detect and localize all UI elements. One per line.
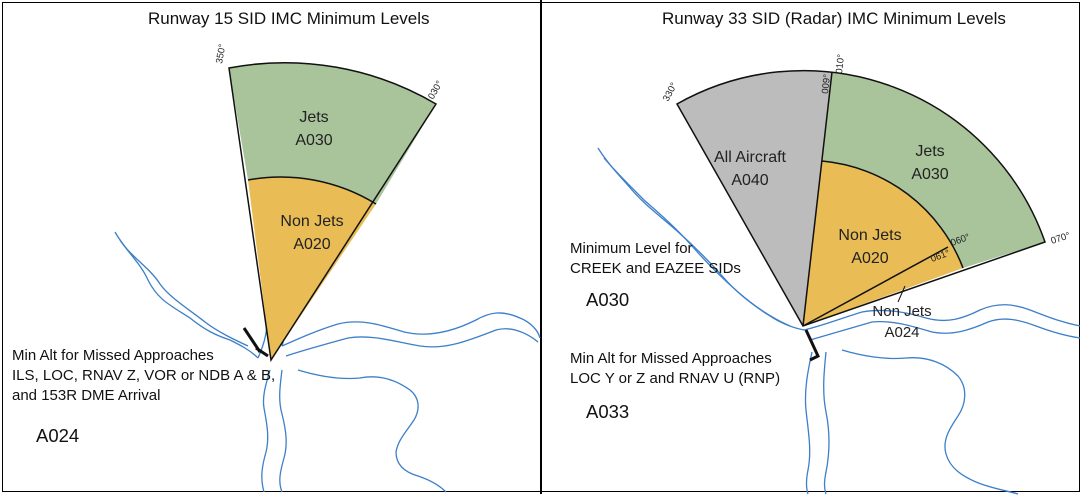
left-note-line-3: and 153R DME Arrival [12, 387, 160, 404]
right-all-level: A040 [731, 172, 768, 189]
left-note-line-2: ILS, LOC, RNAV Z, VOR or NDB A & B, [12, 367, 275, 384]
right-sid-note-line-2: CREEK and EAZEE SIDs [570, 260, 741, 277]
right-sector-outline [675, 69, 1046, 327]
right-zone-lines [802, 71, 964, 327]
right-panel: Runway 33 SID (Radar) IMC Minimum Levels… [570, 9, 1081, 495]
right-sector-non-jets [803, 161, 963, 326]
left-sector-jets [229, 62, 436, 204]
right-bearing-070: 070° [1050, 230, 1072, 247]
right-missed-note-line-1: Min Alt for Missed Approaches [570, 350, 772, 367]
left-jets-label: Jets [299, 109, 328, 126]
right-bearing-330: 330° [661, 81, 680, 104]
right-jets-level: A030 [911, 166, 948, 183]
left-bearing-030: 030° [426, 79, 445, 102]
right-nonjets2-level: A024 [884, 324, 919, 341]
left-runway [242, 327, 269, 358]
left-sector-non-jets [248, 177, 376, 360]
left-bearing-350: 350° [214, 43, 228, 64]
panel-divider [540, 0, 542, 494]
right-nonjets-level: A020 [851, 250, 888, 267]
left-zone-divider [247, 176, 377, 205]
left-sector-outline [228, 61, 438, 363]
left-nonjets-level: A020 [293, 236, 330, 253]
right-nonjets2-label: Non Jets [872, 303, 931, 320]
right-jets-label: Jets [915, 143, 944, 160]
right-missed-note-level: A033 [586, 401, 629, 422]
left-note-line-1: Min Alt for Missed Approaches [12, 347, 214, 364]
right-sector-all-aircraft [677, 70, 832, 326]
right-bearing-009: 009° [820, 73, 833, 94]
right-runway [804, 329, 820, 362]
left-note-level: A024 [36, 425, 79, 446]
left-jets-level: A030 [295, 132, 332, 149]
right-sid-note-line-1: Minimum Level for [570, 240, 693, 257]
right-coastline [597, 147, 1081, 495]
right-bearing-010: 010° [834, 53, 847, 74]
right-nonjets-label: Non Jets [838, 227, 901, 244]
right-sector-jets [822, 72, 1045, 268]
right-sid-note-level: A030 [586, 289, 629, 310]
right-all-label: All Aircraft [714, 149, 787, 166]
left-panel: Runway 15 SID IMC Minimum Levels Jets A0… [12, 9, 541, 493]
right-missed-note-line-2: LOC Y or Z and RNAV U (RNP) [570, 370, 780, 387]
left-title: Runway 15 SID IMC Minimum Levels [148, 9, 430, 28]
left-nonjets-label: Non Jets [280, 213, 343, 230]
right-title: Runway 33 SID (Radar) IMC Minimum Levels [662, 9, 1006, 28]
right-nonjets-pointer [897, 285, 906, 303]
